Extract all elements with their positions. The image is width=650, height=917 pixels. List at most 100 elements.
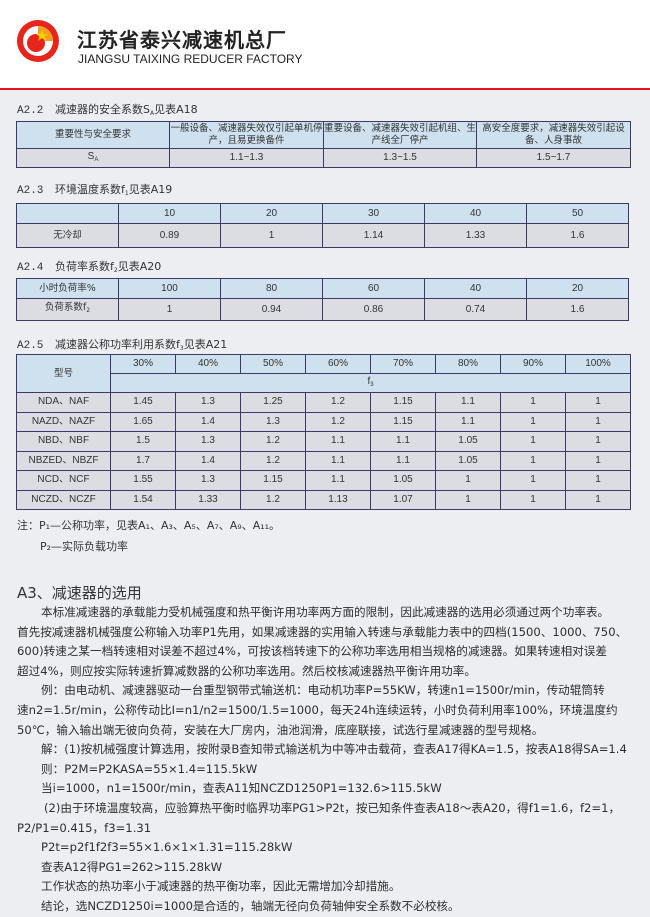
table-row: NCZD、NCZF 1.54 1.33 1.2 1.13 1.07 1 1 1 xyxy=(16,489,631,510)
f-label: f xyxy=(367,375,371,387)
header-cell: 80 xyxy=(220,278,323,299)
cell: 1.54 xyxy=(110,489,176,510)
paragraph-line: (2)由于环境温度较高，应验算热平衡时临界功率PG1>P2t，按已知条件查表A1… xyxy=(44,800,621,815)
percent-header: 70% xyxy=(370,354,436,374)
cell: 1.45 xyxy=(110,392,176,413)
cell: 1.1 xyxy=(435,411,501,432)
row-label: SA xyxy=(16,148,170,168)
header-cell: 30 xyxy=(322,203,425,224)
cell: 1 xyxy=(118,298,221,321)
cell: 1.2 xyxy=(240,431,306,452)
cell: 1.05 xyxy=(370,470,436,491)
cell: 1.3 xyxy=(175,431,241,452)
model-cell: NCZD、NCZF xyxy=(16,489,111,510)
company-name-cn: 江苏省泰兴减速机总厂 xyxy=(77,28,287,52)
paragraph-line: 超过4%，则应按实际转速折算减数器的公称功率选用。然后校核减速器热平衡许用功率。 xyxy=(17,663,476,678)
row-label: 无冷却 xyxy=(16,223,119,248)
section-number: A2.4 xyxy=(17,262,44,274)
cell: 0.86 xyxy=(322,298,425,321)
header-cell: 10 xyxy=(118,203,221,224)
cell: 1.13 xyxy=(305,489,371,510)
paragraph-line: 本标准减速器的承载能力受机械强度和热平衡许用功率两方面的限制，因此减速器的选用必… xyxy=(41,605,610,619)
paragraph-line: 首先按减速器机械强度公称输入功率P1先用，如果减速器的实用输入转速与承载能力表中… xyxy=(17,624,628,639)
cell: 1 xyxy=(220,223,323,248)
section-title-text: 负荷率系数f xyxy=(55,260,114,273)
cell: 1 xyxy=(500,431,566,452)
paragraph-line: 解：(1)按机械强度计算选用，按附录B查知带式输送机为中等冲击载荷，查表A17得… xyxy=(41,742,627,757)
header-cell: 高安全度要求，减速器失效引起设备、人身事故 xyxy=(476,121,631,149)
paragraph-line: 例：由电动机、减速器驱动一台重型钢带式输送机：电动机功率P=55KW，转速n1=… xyxy=(41,683,605,698)
cell: 1.6 xyxy=(526,298,629,321)
cell: 1.05 xyxy=(435,431,501,452)
section-number: A2.2 xyxy=(17,105,44,117)
cell: 0.94 xyxy=(220,298,323,321)
note-p1: 注：P₁—公称功率，见表A₁、A₃、A₅、A₇、A₉、A₁₁。 xyxy=(17,519,281,532)
company-name-en: JIANGSU TAIXING REDUCER FACTORY xyxy=(78,52,303,66)
model-cell: NDA、NAF xyxy=(16,392,111,413)
paragraph-line: P2t=p2f1f2f3=55×1.6×1×1.31=115.28kW xyxy=(41,840,293,855)
section-a22-title: A2.2 减速器的安全系数SA见表A18 xyxy=(17,101,198,117)
cell: 1.3 xyxy=(240,411,306,432)
table-row: NBZED、NBZF 1.7 1.4 1.2 1.1 1.1 1.05 1 1 xyxy=(16,450,631,471)
percent-header: 60% xyxy=(305,354,371,374)
cell: 1.07 xyxy=(370,489,436,510)
cell: 1.1 xyxy=(305,431,371,452)
header-cell: 40 xyxy=(424,278,527,299)
section-title-text: 环境温度系数f xyxy=(55,183,125,196)
cell: 1 xyxy=(500,450,566,471)
paragraph-line: P2/P1=0.415，f3=1.31 xyxy=(17,820,152,835)
row-label: 负荷系数f2 xyxy=(16,298,119,321)
cell: 1 xyxy=(435,489,501,510)
cell: 1.4 xyxy=(175,450,241,471)
section-a24-title: A2.4 负荷率系数f2见表A20 xyxy=(17,258,161,274)
section-title-tail: 见表A18 xyxy=(154,103,198,116)
section-title-text: 减速器的安全系数S xyxy=(55,103,150,116)
cell: 1.5~1.7 xyxy=(476,148,631,168)
cell: 1.15 xyxy=(370,411,436,432)
percent-header: 50% xyxy=(240,354,306,374)
cell: 1.3~1.5 xyxy=(323,148,477,168)
cell: 1 xyxy=(500,411,566,432)
model-cell: NAZD、NAZF xyxy=(16,411,111,432)
cell: 1.55 xyxy=(110,470,176,491)
cell: 1 xyxy=(500,392,566,413)
header-cell: 重要设备、减速器失效引起机组、生产线全厂停产 xyxy=(323,121,477,149)
cell: 1.7 xyxy=(110,450,176,471)
section-title-tail: 见表A21 xyxy=(183,338,228,351)
cell: 1 xyxy=(435,470,501,491)
cell: 1 xyxy=(565,411,631,432)
cell: 1.2 xyxy=(240,489,306,510)
subscript: 3 xyxy=(179,345,184,352)
section-title-text: 减速器公称功率利用系数f xyxy=(55,338,180,351)
cell: 1.1 xyxy=(370,450,436,471)
model-cell: NCD、NCF xyxy=(16,470,111,491)
header-cell: 重要性与安全要求 xyxy=(16,121,170,149)
table-row: NAZD、NAZF 1.65 1.4 1.3 1.2 1.15 1.1 1 1 xyxy=(16,411,631,432)
row-label-text: 负荷系数f xyxy=(44,302,87,313)
cell: 1 xyxy=(565,489,631,510)
section-title-tail: 见表A20 xyxy=(117,260,162,273)
subscript: A xyxy=(94,156,99,163)
cell: 1.1~1.3 xyxy=(169,148,324,168)
cell: 1.5 xyxy=(110,431,176,452)
cell: 1.33 xyxy=(175,489,241,510)
cell: 1.14 xyxy=(322,223,425,248)
model-cell: NBD、NBF xyxy=(16,431,111,452)
cell: 1.33 xyxy=(424,223,527,248)
header-cell: 100 xyxy=(118,278,221,299)
table-a19: 10 20 30 40 50 无冷却 0.89 1 1.14 1.33 1.6 xyxy=(16,203,629,248)
cell: 1.15 xyxy=(370,392,436,413)
model-cell: NBZED、NBZF xyxy=(16,450,111,471)
paragraph-line: 50℃，输入输出端无彼向负荷，安装在大厂房内，油池润滑，底座联接，试选行星减速器… xyxy=(17,722,544,737)
cell: 1.15 xyxy=(240,470,306,491)
header-cell: 20 xyxy=(526,278,629,299)
cell: 1.1 xyxy=(370,431,436,452)
table-a21: 型号 30% 40% 50% 60% 70% 80% 90% 100% f3 NDA、NAF 1… xyxy=(16,354,631,510)
paragraph-line: 结论，选NCZD1250i=1000是合适的，轴端无径向负荷轴伸安全系数不必校核… xyxy=(41,898,460,913)
cell: 1.2 xyxy=(305,411,371,432)
cell: 1.3 xyxy=(175,392,241,413)
section-a23-title: A2.3 环境温度系数f1见表A19 xyxy=(17,181,172,197)
section-number: A2.5 xyxy=(17,340,44,352)
section-a3-title: A3、减速器的选用 xyxy=(17,584,142,602)
percent-header: 90% xyxy=(500,354,566,374)
